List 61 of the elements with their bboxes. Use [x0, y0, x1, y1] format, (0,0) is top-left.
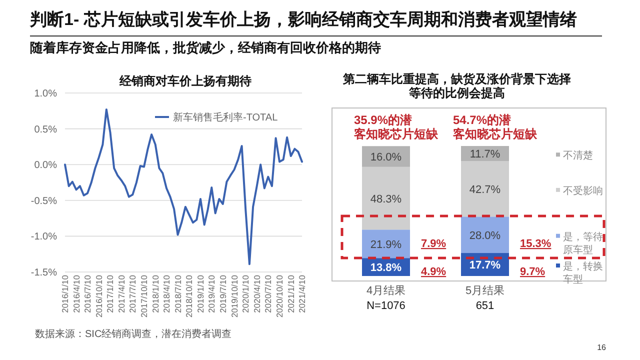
x-tick-label: 4月结果: [366, 284, 406, 297]
x-tick-label: 2019/10/10: [229, 274, 240, 318]
legend-label: 是，转换车型: [563, 260, 603, 286]
x-tick-label: 2021/1/10: [286, 274, 296, 313]
x-tick-label: 2017/7/10: [128, 274, 138, 313]
annotation: 4.9%: [421, 266, 446, 278]
text: 16: [597, 343, 607, 352]
annotation: 7.9%: [421, 238, 446, 250]
x-tick-label: 2019/4/10: [206, 274, 217, 313]
text: 651: [476, 300, 494, 312]
legend-label: 不清楚: [563, 150, 593, 162]
data-label: 17.7%: [469, 260, 501, 272]
data-label: 28.0%: [469, 230, 501, 242]
x-tick-label: 2016/7/10: [82, 274, 92, 313]
y-tick-label: -0.5%: [30, 196, 58, 207]
text: 35.9%的潜客知晓芯片短缺: [353, 113, 439, 141]
annotation: 15.3%: [520, 238, 552, 250]
source-note: 数据来源：SIC经销商调查，潜在消费者调查: [35, 328, 232, 340]
legend-label: 新车销售毛利率-TOTAL: [173, 112, 278, 124]
y-tick-label: -1.5%: [30, 268, 58, 278]
data-label: 48.3%: [370, 193, 402, 206]
chart-title: 第二辆车比重提高，缺货及涨价背景下选择等待的比例会提高: [342, 72, 571, 100]
x-tick-label: 2018/4/10: [162, 274, 172, 313]
x-tick-label: 2018/1/10: [150, 274, 160, 313]
y-tick-label: 0.0%: [34, 160, 58, 172]
annotation: 9.7%: [520, 266, 546, 278]
line-series: [64, 108, 303, 266]
data-label: 13.8%: [370, 262, 402, 274]
x-tick-label: 5月结果: [465, 284, 505, 297]
text: 54.7%的潜客知晓芯片短缺: [452, 113, 538, 141]
y-tick-label: -1.0%: [30, 232, 58, 243]
x-tick-label: 2017/4/10: [116, 274, 126, 313]
legend-label: 不受影响: [563, 184, 603, 197]
y-tick-label: 1.0%: [34, 88, 58, 100]
x-tick-label: 2020/1/10: [240, 274, 251, 313]
x-tick-label: 2017/1/10: [105, 274, 116, 313]
x-tick-label: 2018/7/10: [172, 274, 183, 313]
x-tick-label: 2016/10/10: [94, 274, 104, 318]
x-tick-label: 2017/10/10: [139, 274, 149, 318]
chart-title: 经销商对车价上扬有期待: [118, 74, 252, 88]
text: 判断1- 芯片短缺或引发车价上扬，影响经销商交车周期和消费者观望情绪: [29, 10, 577, 29]
bar: [461, 161, 509, 217]
x-tick-label: 2020/10/10: [274, 274, 284, 318]
x-tick-label: 2016/1/10: [60, 274, 70, 313]
data-label: 11.7%: [470, 148, 500, 161]
x-tick-label: 2020/7/10: [263, 274, 274, 313]
bar: [461, 216, 509, 254]
x-tick-label: 2016/4/10: [71, 274, 82, 313]
x-tick-label: 2020/4/10: [252, 274, 262, 313]
text: 随着库存资金占用降低，批货减少，经销商有回收价格的期待: [30, 40, 381, 55]
data-label: 42.7%: [469, 184, 501, 196]
bar: [362, 166, 410, 230]
x-tick-label: 2019/1/10: [196, 274, 206, 313]
data-label: 21.9%: [370, 238, 402, 251]
x-tick-label: 2021/4/10: [297, 274, 307, 313]
bar: [362, 230, 410, 258]
text: N=1076: [366, 300, 406, 312]
y-tick-label: 0.5%: [34, 124, 58, 136]
x-tick-label: 2018/10/10: [184, 274, 194, 318]
data-label: 16.0%: [370, 152, 402, 164]
x-tick-label: 2019/7/10: [218, 274, 228, 313]
